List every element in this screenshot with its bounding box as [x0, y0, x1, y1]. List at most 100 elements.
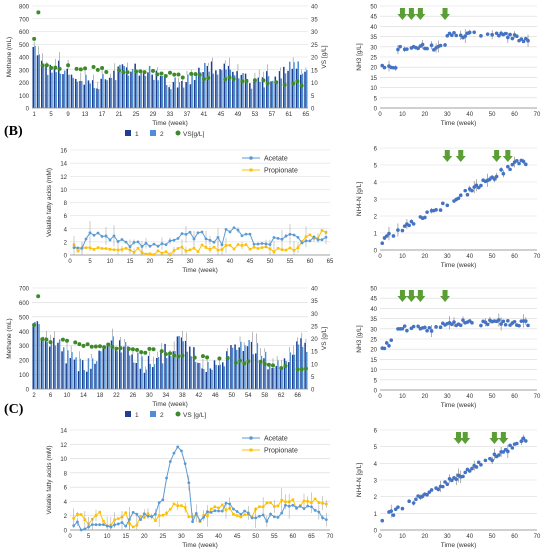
methane-bar-reactor-2 — [204, 62, 206, 108]
propionate-point — [296, 246, 300, 249]
acetate-point — [84, 237, 88, 241]
methane-bar-reactor-2 — [161, 75, 164, 108]
data-point — [517, 323, 521, 328]
vs-point — [36, 294, 41, 299]
data-point — [393, 66, 398, 70]
methane-bar-reactor-2 — [67, 350, 69, 389]
methane-bar-reactor-1 — [257, 77, 260, 108]
methane-bar-reactor-2 — [123, 66, 125, 108]
acetate-point — [194, 511, 198, 515]
methane-bar-reactor-2 — [165, 357, 168, 389]
acetate-point — [132, 240, 136, 244]
data-point — [515, 158, 519, 163]
acetate-point — [224, 227, 228, 231]
methane-bar-reactor-2 — [252, 354, 254, 389]
x-tick-label: 29 — [150, 112, 157, 118]
vs-point — [95, 67, 100, 72]
y-tick-label: 4 — [374, 181, 378, 187]
vs-point — [176, 72, 181, 77]
vs-point — [138, 69, 143, 74]
propionate-point — [288, 246, 292, 250]
data-point — [526, 323, 530, 328]
methane-bar-reactor-2 — [305, 70, 308, 108]
methane-bar-reactor-1 — [135, 362, 137, 389]
legend-swatch-vs — [175, 411, 181, 417]
propionate-point — [269, 501, 272, 505]
acetate-point — [243, 509, 246, 513]
data-point — [396, 505, 400, 509]
x-tick-label: 10 — [399, 112, 406, 118]
methane-bar-reactor-1 — [206, 65, 209, 108]
acetate-point — [308, 239, 312, 243]
data-point — [438, 208, 443, 212]
vs-point — [233, 360, 238, 365]
propionate-point — [232, 247, 236, 251]
data-point — [445, 33, 450, 38]
data-point — [506, 35, 510, 40]
y2-tick-label: 20 — [311, 56, 318, 62]
data-point — [508, 32, 512, 37]
data-point — [490, 32, 494, 37]
x-tick-label: 50 — [267, 259, 274, 265]
acetate-point — [216, 235, 220, 239]
x-tick-label: 25 — [167, 259, 174, 265]
methane-bar-reactor-1 — [147, 355, 150, 389]
methane-bar-reactor-1 — [219, 69, 221, 108]
propionate-point — [216, 248, 220, 252]
acetate-point — [154, 512, 157, 516]
methane-bar-reactor-1 — [70, 74, 73, 108]
legend-swatch-vs — [175, 130, 181, 136]
methane-bar-reactor-1 — [168, 87, 170, 108]
methane-bar-reactor-2 — [38, 324, 40, 389]
y2-tick-label: 15 — [311, 350, 318, 356]
methane-bar-reactor-1 — [198, 67, 200, 108]
methane-bar-reactor-1 — [221, 362, 224, 389]
propionate-point — [168, 508, 172, 511]
methane-bar-reactor-2 — [195, 74, 198, 108]
panel-label-c: (C) — [4, 402, 24, 417]
propionate-point — [176, 504, 180, 507]
acetate-point — [187, 481, 191, 485]
acetate-point — [192, 237, 196, 241]
methane-bar-reactor-2 — [153, 79, 155, 108]
y-tick-label: 5 — [374, 378, 378, 384]
x-tick-label: 22 — [113, 393, 120, 399]
acetate-point — [261, 513, 265, 517]
vs-point — [66, 63, 71, 68]
methane-bar-reactor-2 — [89, 83, 91, 108]
acetate-point — [232, 226, 236, 230]
x-tick-label: 61 — [286, 112, 293, 118]
vs-point — [49, 65, 54, 70]
y-tick-label: 20 — [370, 348, 377, 354]
acetate-point — [269, 512, 272, 516]
methane-bar-reactor-2 — [62, 347, 65, 389]
y2-tick-label: 5 — [311, 375, 315, 381]
data-point — [494, 174, 499, 179]
vs-point — [32, 323, 37, 328]
propionate-point — [152, 253, 156, 256]
data-point — [483, 458, 488, 463]
acetate-point — [204, 237, 208, 241]
propionate-point — [208, 248, 212, 251]
methane-bar-reactor-2 — [273, 367, 275, 389]
methane-bar-reactor-1 — [49, 64, 52, 108]
vs-point — [78, 67, 83, 72]
data-point — [461, 318, 465, 322]
methane-bar-reactor-2 — [280, 78, 283, 108]
methane-bar-reactor-2 — [293, 354, 296, 389]
y-tick-label: 45 — [370, 15, 377, 21]
data-point — [387, 231, 391, 236]
x-tick-label: 45 — [218, 112, 225, 118]
methane-bar-reactor-2 — [235, 349, 238, 389]
x-tick-label: 18 — [97, 393, 104, 399]
acetate-point — [136, 240, 140, 244]
methane-bar-reactor-2 — [229, 69, 232, 108]
methane-bar-reactor-2 — [79, 358, 81, 389]
methane-bar-reactor-2 — [263, 87, 266, 108]
acetate-point — [131, 510, 135, 514]
acetate-point — [183, 462, 187, 466]
inhibition-arrow-marker — [453, 432, 464, 444]
methane-bar-reactor-1 — [254, 353, 257, 389]
acetate-point — [98, 523, 102, 527]
methane-bar-reactor-1 — [300, 74, 302, 108]
